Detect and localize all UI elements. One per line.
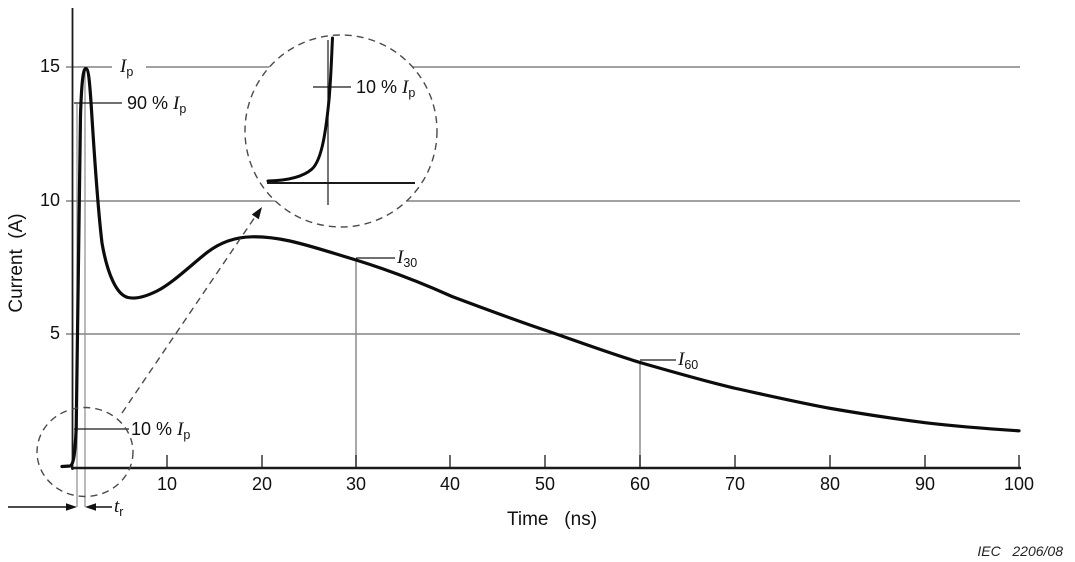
inset-pointer-arrowhead-icon: [251, 207, 262, 220]
inset-ten-percent-text: 10 %: [356, 77, 403, 97]
x-tick-label-40: 40: [439, 474, 461, 494]
i60-subscript: 60: [684, 358, 699, 372]
origin-zoom-circle: [36, 406, 134, 498]
x-tick-label-90: 90: [914, 474, 936, 494]
y-tick-label-15: 15: [39, 56, 60, 76]
inset-ten-percent-subscript: p: [408, 86, 416, 100]
ten-percent-subscript: p: [183, 428, 191, 442]
rise-time-right-arrowhead-icon: [85, 503, 96, 511]
rise-time-subscript: r: [119, 505, 124, 519]
y-tick-label-5: 5: [49, 323, 60, 343]
i60-label: I60: [678, 348, 698, 371]
rise-time-left-arrowhead-icon: [66, 503, 77, 511]
peak-current-label: Ip: [120, 55, 133, 78]
discharge-current-curve: [60, 66, 1021, 469]
ninety-percent-label: 90 % Ip: [127, 92, 186, 115]
x-tick-label-10: 10: [156, 474, 178, 494]
iec-reference: IEC 2206/08: [977, 543, 1063, 559]
inset-ten-percent-symbol: I: [402, 77, 409, 98]
ninety-percent-subscript: p: [179, 102, 187, 116]
inset-pointer-dashed-line: [121, 216, 256, 414]
x-tick-label-60: 60: [629, 474, 651, 494]
inset-ten-percent-label: 10 % Ip: [356, 76, 415, 99]
x-tick-label-70: 70: [724, 474, 746, 494]
peak-current-subscript: p: [126, 65, 134, 79]
y-tick-label-10: 10: [39, 190, 60, 210]
ten-percent-symbol: I: [177, 419, 184, 440]
i30-subscript: 30: [403, 256, 418, 270]
ten-percent-text: 10 %: [131, 419, 178, 439]
i30-symbol: I: [397, 247, 404, 268]
i60-symbol: I: [678, 349, 685, 370]
ninety-percent-symbol: I: [173, 93, 180, 114]
x-tick-label-30: 30: [345, 474, 367, 494]
inset-magnifier-circle: [244, 34, 438, 228]
x-tick-label-50: 50: [534, 474, 556, 494]
x-tick-label-100: 100: [1003, 474, 1035, 494]
x-axis-title: Time (ns): [506, 509, 598, 530]
rise-time-symbol: t: [114, 496, 120, 517]
ninety-percent-text: 90 %: [127, 93, 174, 113]
i30-label: I30: [397, 246, 417, 269]
rise-time-label: tr: [114, 495, 123, 518]
peak-current-symbol: I: [120, 56, 127, 77]
x-tick-label-80: 80: [819, 474, 841, 494]
y-axis-title: Current (A): [6, 213, 27, 313]
x-tick-label-20: 20: [251, 474, 273, 494]
inset-rising-edge-curve: [266, 36, 334, 183]
ten-percent-label: 10 % Ip: [131, 418, 190, 441]
